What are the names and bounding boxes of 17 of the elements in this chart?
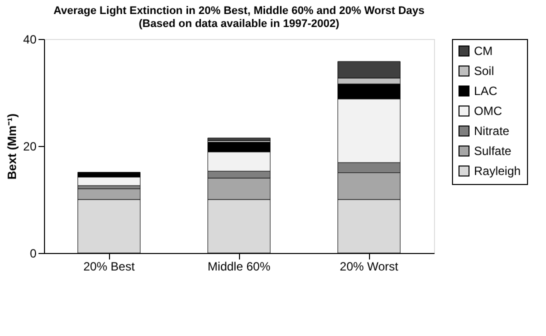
x-tick-label: 20% Best (83, 260, 136, 274)
text: Average Light Extinction in 20% Best, Middle 60% and 20% Worst Days (53, 5, 425, 17)
x-tick-label: 20% Worst (340, 260, 399, 274)
legend-label: Nitrate (474, 124, 510, 138)
legend-label: Rayleigh (474, 164, 521, 178)
bar (78, 176, 140, 186)
legend-label: Soil (474, 64, 494, 78)
y-tick-label: 40 (23, 32, 37, 46)
legend-label: CM (474, 44, 493, 58)
x-tick-label: Middle 60% (208, 260, 271, 274)
legend-label: OMC (474, 104, 502, 118)
y-tick-label: 20 (23, 140, 37, 154)
legend-label: LAC (474, 84, 498, 98)
y-axis-title: Bext (Mm⁻¹) (5, 114, 20, 180)
legend-label: Sulfate (474, 144, 512, 158)
text: (Based on data available in 1997-2002) (138, 18, 340, 30)
y-tick-label: 0 (30, 246, 37, 260)
